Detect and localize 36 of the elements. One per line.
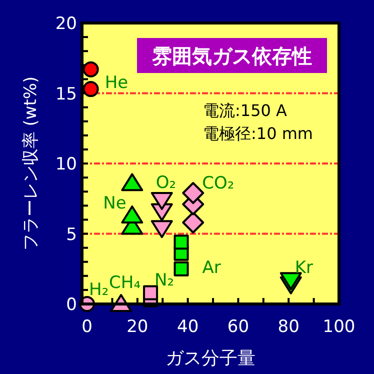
x-tick-label: 40 <box>177 317 199 337</box>
series-label: O₂ <box>156 173 176 194</box>
series-label: N₂ <box>154 270 174 290</box>
point <box>174 234 189 250</box>
text: 雰囲気ガス依存性 <box>152 44 312 68</box>
point <box>82 61 99 78</box>
series-label: Kr <box>294 258 314 278</box>
annotation: 電流:150 A <box>203 101 288 120</box>
x-tick-label: 100 <box>322 317 356 337</box>
point <box>150 220 173 238</box>
point <box>150 192 173 210</box>
y-tick-label: 5 <box>66 224 77 245</box>
annotation: 電極径:10 mm <box>203 124 314 143</box>
series-label: Ne <box>103 193 126 214</box>
point <box>182 182 204 204</box>
x-tick-label: 20 <box>126 317 148 337</box>
series-label: CO₂ <box>202 174 234 194</box>
y-tick-label: 10 <box>55 154 77 174</box>
series-label: CH₄ <box>109 273 141 293</box>
point <box>182 212 204 234</box>
y-tick-label: 20 <box>55 14 77 34</box>
x-tick-label: 60 <box>227 317 250 337</box>
point <box>82 81 99 98</box>
point <box>121 173 144 192</box>
series-label: Ar <box>202 258 221 278</box>
y-axis-title: フラーレン収率 (wt%) <box>21 76 41 251</box>
point <box>280 272 302 290</box>
x-axis-title: ガス分子量 <box>166 348 256 369</box>
series-label: H₂ <box>89 280 109 300</box>
series-label: He <box>104 73 128 94</box>
x-tick-label: 0 <box>82 317 92 337</box>
y-tick-label: 0 <box>66 295 77 315</box>
y-tick-label: 15 <box>55 84 77 104</box>
point <box>174 261 189 276</box>
point <box>143 285 158 300</box>
x-tick-label: 80 <box>278 317 300 337</box>
